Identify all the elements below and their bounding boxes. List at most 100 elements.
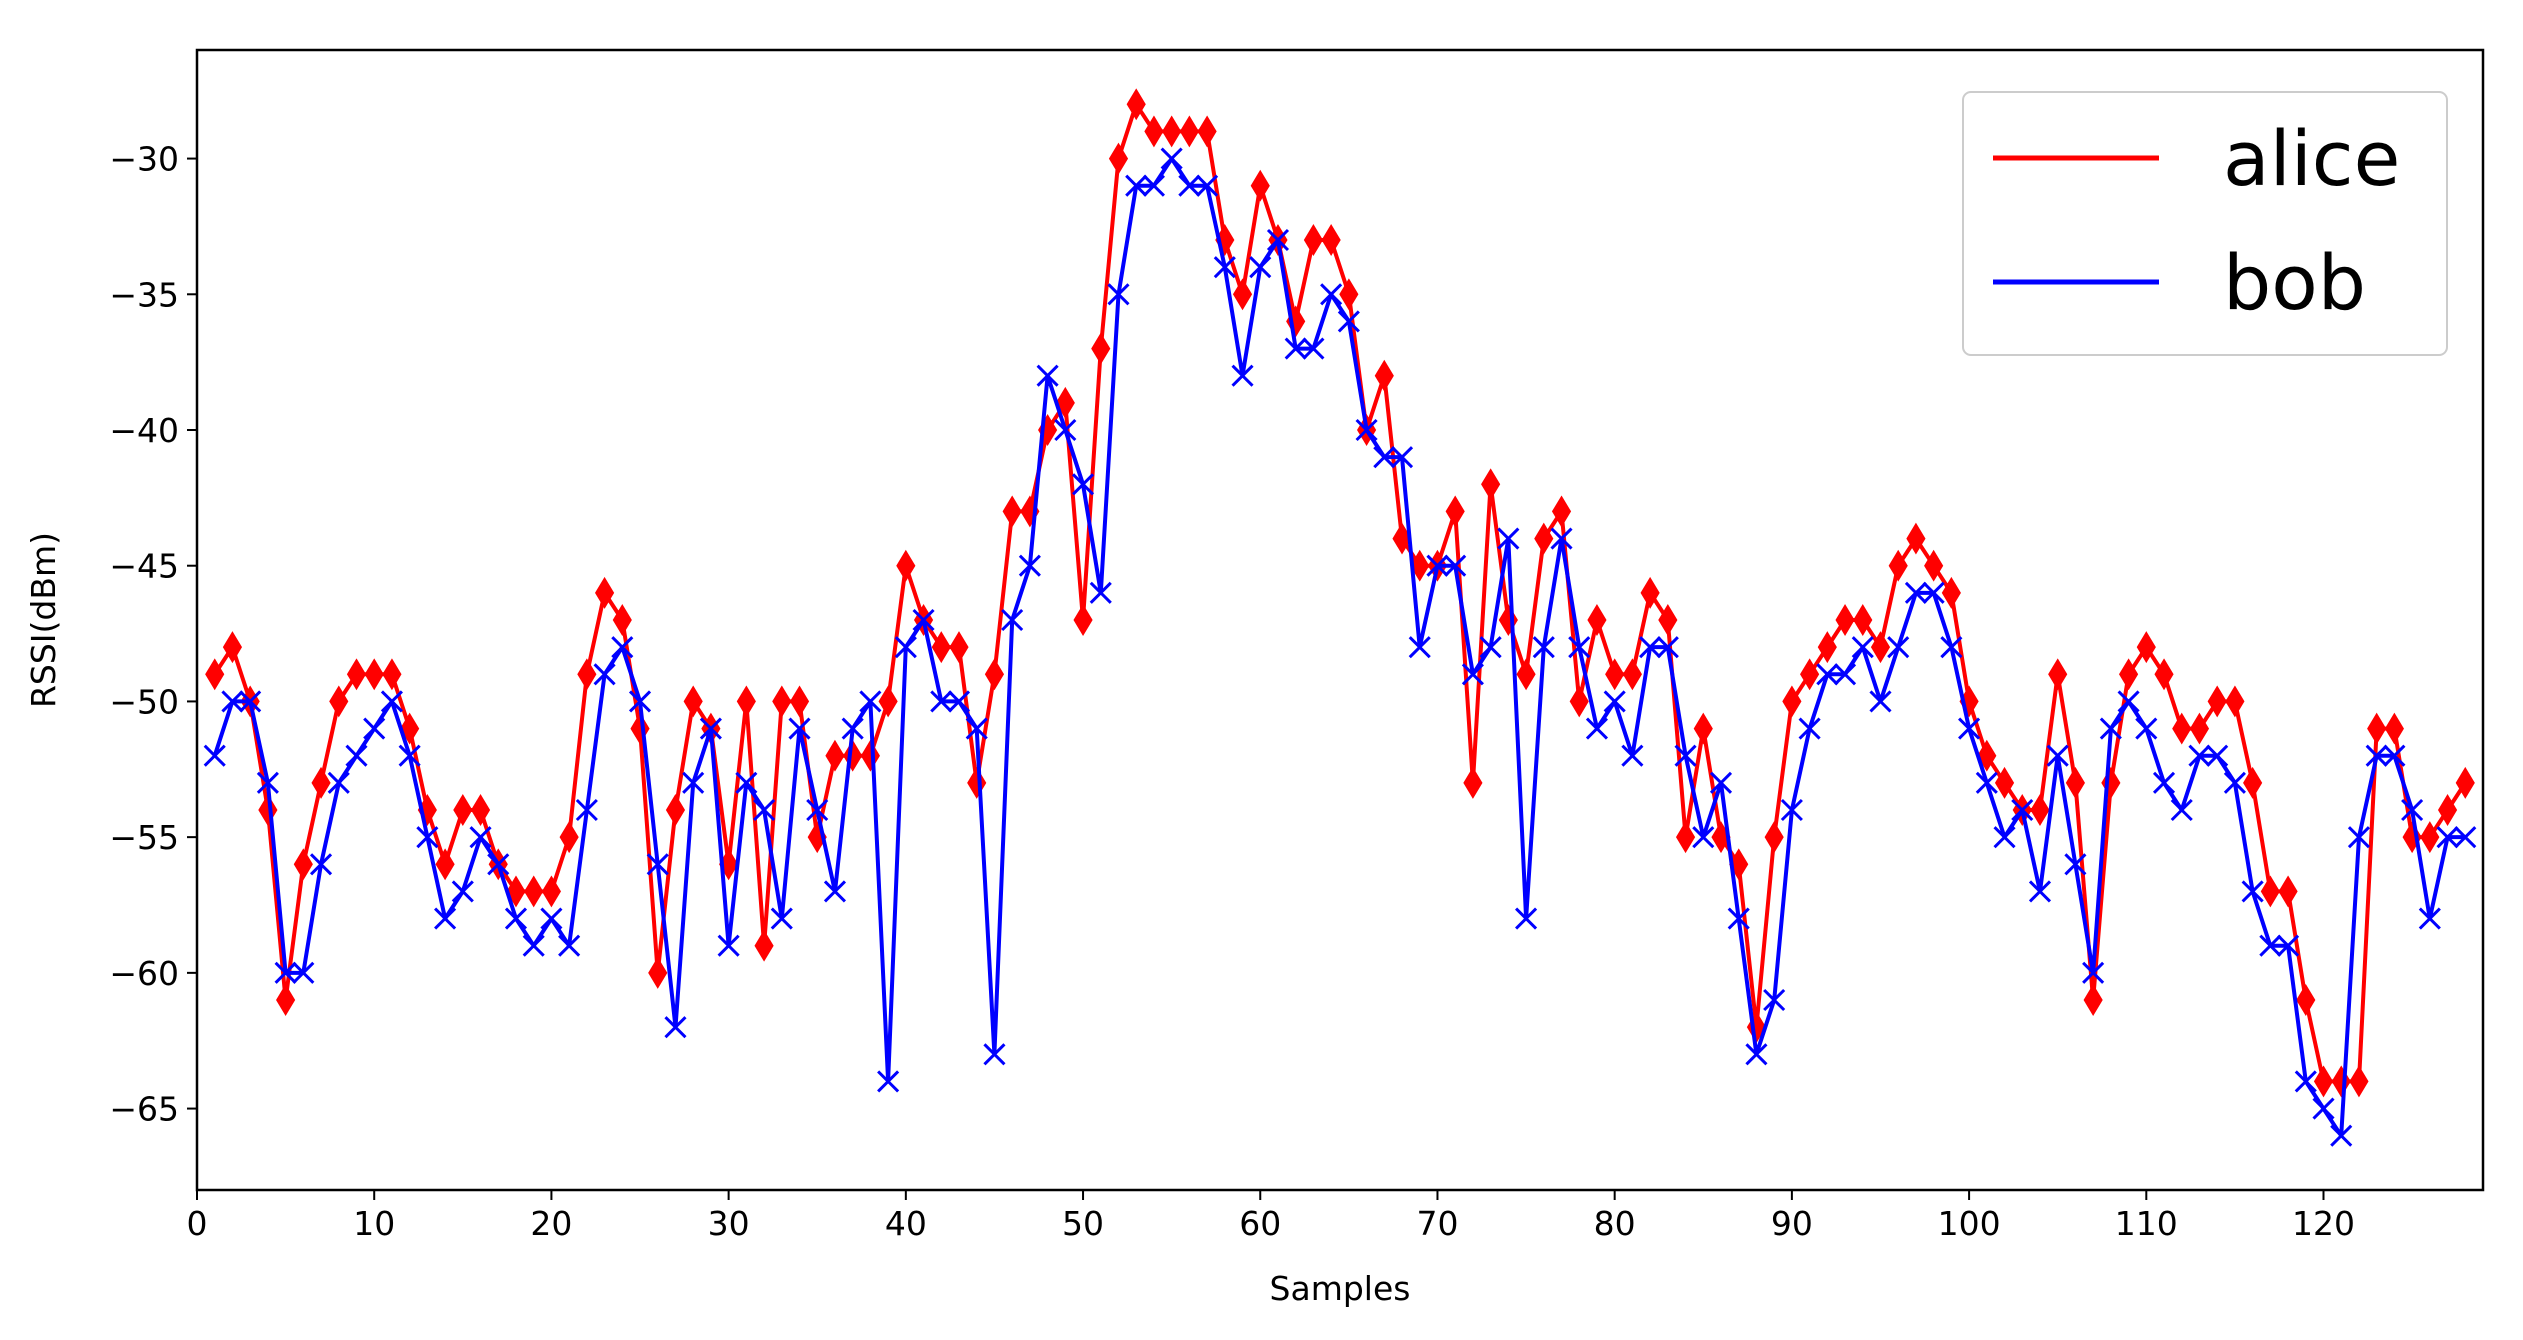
data-point-bob — [1639, 636, 1662, 659]
data-point-alice — [2189, 712, 2210, 745]
data-point-bob — [309, 853, 333, 876]
data-point-alice — [1800, 658, 1820, 691]
x-tick-label: 110 — [2115, 1204, 2178, 1243]
data-point-bob — [292, 961, 315, 984]
x-tick-label: 80 — [1594, 1204, 1636, 1243]
data-point-bob — [1479, 636, 1502, 659]
data-point-alice — [1162, 115, 1182, 148]
data-point-bob — [983, 1043, 1006, 1066]
data-point-bob — [1816, 663, 1839, 686]
data-point-bob — [2241, 880, 2264, 903]
data-point-bob — [1709, 771, 1733, 794]
data-point-bob — [2418, 907, 2441, 930]
data-point-bob — [522, 934, 545, 957]
data-point-bob — [2330, 1124, 2353, 1147]
data-point-bob — [965, 717, 988, 740]
data-point-bob — [239, 690, 262, 713]
data-point-alice — [772, 685, 792, 718]
data-point-bob — [221, 690, 244, 713]
data-point-alice — [2278, 875, 2298, 908]
data-point-alice — [1817, 631, 1837, 664]
data-point-bob — [1107, 283, 1130, 306]
data-point-bob — [2046, 744, 2069, 767]
data-point-alice — [1941, 576, 1961, 609]
data-point-bob — [274, 961, 297, 984]
data-point-bob — [770, 907, 793, 930]
legend-label-alice: alice — [2223, 114, 2400, 203]
data-point-alice — [382, 658, 402, 691]
data-point-bob — [2135, 717, 2158, 740]
data-point-alice — [205, 658, 225, 691]
data-point-alice — [364, 658, 384, 691]
y-tick-label: −65 — [109, 1090, 179, 1129]
data-point-alice — [1126, 88, 1146, 121]
data-point-alice — [1179, 115, 1199, 148]
data-point-bob — [1461, 663, 1484, 686]
data-point-alice — [2349, 1065, 2369, 1098]
data-point-bob — [1798, 717, 1821, 740]
data-point-bob — [1249, 256, 1272, 279]
x-tick-label: 50 — [1062, 1204, 1104, 1243]
data-point-bob — [1355, 418, 1378, 442]
data-point-bob — [1408, 636, 1431, 659]
data-point-bob — [558, 934, 581, 957]
data-point-bob — [930, 690, 953, 713]
data-point-bob — [487, 853, 510, 876]
data-point-alice — [276, 984, 296, 1016]
data-point-alice — [559, 821, 579, 854]
series-alice — [205, 88, 2475, 1098]
data-point-alice — [1481, 468, 1501, 501]
data-point-alice — [1587, 604, 1607, 636]
data-point-alice — [329, 685, 349, 718]
data-point-bob — [398, 744, 421, 767]
x-tick-label: 40 — [885, 1204, 927, 1243]
data-point-bob — [540, 907, 563, 930]
data-point-alice — [1250, 169, 1270, 202]
data-point-alice — [1445, 495, 1465, 528]
data-point-alice — [541, 875, 562, 908]
data-point-bob — [1054, 418, 1077, 442]
x-tick-label: 60 — [1239, 1204, 1281, 1243]
data-point-bob — [1497, 527, 1520, 550]
data-point-alice — [1534, 522, 1554, 555]
data-point-alice — [931, 631, 951, 664]
data-point-bob — [717, 934, 740, 957]
data-point-alice — [524, 875, 544, 908]
data-point-bob — [1302, 337, 1325, 360]
data-point-alice — [1675, 821, 1696, 854]
data-point-alice — [1835, 604, 1855, 636]
data-point-bob — [1444, 554, 1467, 577]
data-point-bob — [2436, 826, 2459, 849]
data-point-bob — [947, 690, 971, 713]
data-point-alice — [1002, 495, 1022, 528]
data-point-alice — [1073, 604, 1093, 636]
data-point-alice — [878, 685, 898, 718]
data-point-bob — [646, 853, 669, 876]
data-point-bob — [1780, 798, 1803, 822]
data-point-alice — [754, 929, 774, 962]
data-point-alice — [1232, 278, 1253, 311]
plot-frame — [195, 48, 2485, 1192]
data-point-alice — [2420, 821, 2440, 854]
data-point-bob — [664, 1016, 687, 1039]
data-point-alice — [1924, 549, 1944, 582]
data-point-bob — [451, 880, 474, 903]
data-point-bob — [611, 636, 634, 659]
x-axis: 0 10 20 30 40 50 60 70 80 90 100 110 120 — [187, 1190, 2355, 1243]
data-point-bob — [1692, 826, 1715, 849]
data-point-alice — [2260, 875, 2280, 908]
data-point-alice — [311, 766, 331, 799]
data-point-bob — [1922, 581, 1945, 604]
data-point-alice — [2136, 631, 2156, 664]
data-point-alice — [2154, 658, 2174, 691]
data-point-bob — [1904, 581, 1927, 604]
data-point-bob — [2365, 744, 2388, 767]
data-point-bob — [2294, 1070, 2317, 1093]
data-point-bob — [1833, 663, 1857, 686]
data-point-bob — [1125, 174, 1148, 197]
data-point-bob — [2223, 771, 2246, 794]
data-point-bob — [469, 826, 492, 849]
data-point-bob — [1160, 147, 1183, 170]
data-point-alice — [1764, 821, 1784, 854]
data-point-bob — [682, 771, 705, 794]
